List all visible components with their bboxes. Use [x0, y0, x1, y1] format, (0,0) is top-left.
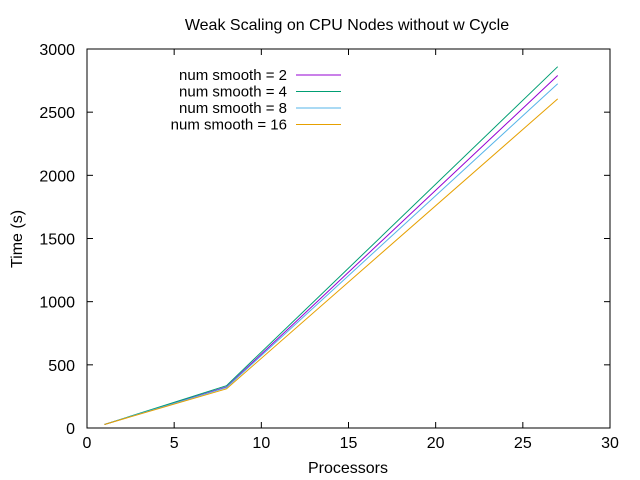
x-tick-label: 0 — [83, 435, 92, 452]
legend-label: num smooth = 4 — [179, 84, 287, 101]
y-tick-label: 1000 — [39, 295, 75, 312]
y-tick-label: 0 — [66, 421, 75, 438]
axes: 0 5 10 15 20 25 30 0 500 1000 1500 2000 2500 3000 — [39, 42, 619, 452]
legend-label: num smooth = 16 — [171, 117, 287, 134]
y-tick-label: 500 — [48, 358, 75, 375]
plot-frame — [86, 48, 611, 429]
legend-label: num smooth = 8 — [179, 100, 287, 117]
x-tick-label: 25 — [514, 435, 532, 452]
x-tick-label: 30 — [601, 435, 619, 452]
x-tick-label: 15 — [340, 435, 358, 452]
x-tick-label: 10 — [252, 435, 270, 452]
series-line — [104, 83, 559, 425]
chart-title: Weak Scaling on CPU Nodes without w Cycl… — [185, 17, 509, 34]
series-line — [104, 66, 559, 425]
y-tick-label: 1500 — [39, 232, 75, 249]
series-line — [104, 98, 559, 425]
x-tick-label: 20 — [427, 435, 445, 452]
y-tick-label: 2000 — [39, 168, 75, 185]
series-lines — [104, 66, 559, 425]
y-axis-label: Time (s) — [9, 210, 26, 268]
y-tick-label: 3000 — [39, 42, 75, 59]
x-axis-label: Processors — [308, 460, 388, 477]
legend-label: num smooth = 2 — [179, 67, 287, 84]
y-tick-label: 2500 — [39, 105, 75, 122]
x-tick-label: 5 — [170, 435, 179, 452]
